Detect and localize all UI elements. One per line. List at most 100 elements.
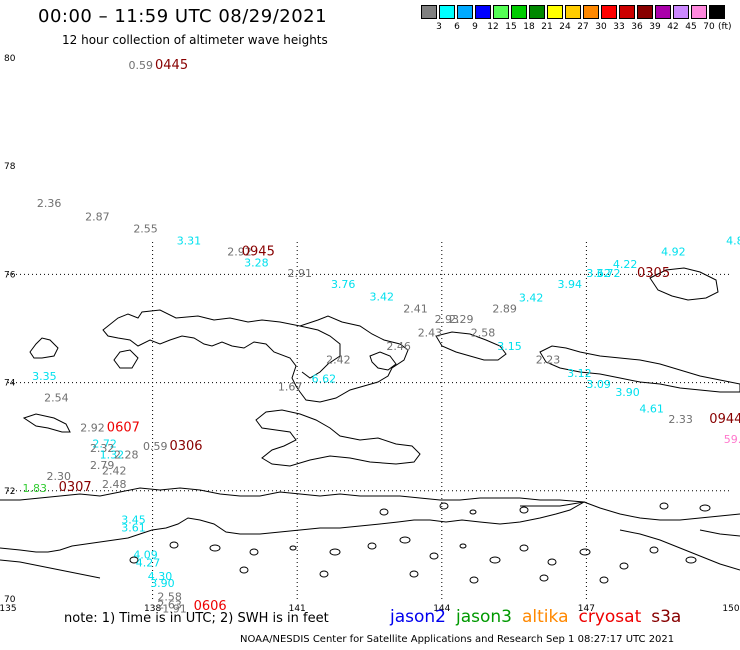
mission-label: cryosat (578, 607, 642, 627)
wave-height-value: 3.45 (121, 513, 145, 526)
legend-label: 30 (595, 22, 607, 32)
lat-tick-label: 80 (4, 54, 16, 64)
legend-swatch (601, 5, 617, 19)
legend-swatch (493, 5, 509, 19)
wave-height-value: 4.92 (661, 245, 686, 258)
axis-ticks: 135 138 141 144 147 150 80 78 76 74 72 70 (0, 54, 740, 614)
wave-height-value: 2.30 (47, 470, 71, 483)
wave-height-value: 2.48 (102, 478, 127, 491)
legend-label: 42 (667, 22, 679, 32)
wave-height-value: 3.72 (596, 267, 621, 280)
wave-height-value: 6.62 (312, 373, 337, 386)
wave-height-value: 2.46 (386, 340, 411, 353)
wave-height-value: 2.23 (536, 354, 561, 367)
pass-time-label: 0307 (59, 480, 92, 495)
wave-height-value: 0.59 (129, 59, 154, 72)
wave-height-value: 59.7 (724, 433, 740, 446)
legend-label: 33 (613, 22, 625, 32)
wave-height-value: 2.28 (114, 448, 139, 461)
legend-swatch (547, 5, 563, 19)
wave-height-value: 2.54 (44, 392, 69, 405)
lat-tick-label: 78 (4, 162, 16, 172)
wave-height-value: 2.93 (435, 313, 460, 326)
legend-swatch (655, 5, 671, 19)
lon-tick-label: 147 (578, 604, 595, 614)
wave-height-value: 3.94 (557, 278, 582, 291)
wave-height-value: 2.92 (227, 245, 252, 258)
wave-height-value: 2.36 (37, 197, 62, 210)
legend-swatch (421, 5, 437, 19)
wave-height-value: 3.15 (497, 340, 521, 353)
wave-height-value: 3.76 (331, 278, 356, 291)
wave-height-value: 2.91 (288, 267, 313, 280)
lat-tick-label: 70 (4, 595, 16, 605)
lon-tick-label: 138 (144, 604, 161, 614)
wave-height-value: 2.72 (92, 438, 117, 451)
pass-time-label: 0607 (107, 420, 140, 435)
legend-swatch (673, 5, 689, 19)
mission-legend: jason2 jason3 altika cryosat s3a (390, 607, 691, 627)
footer-credit: NOAA/NESDIS Center for Satellite Applica… (240, 634, 675, 645)
legend-swatch (619, 5, 635, 19)
legend-label: 21 (541, 22, 553, 32)
wave-height-value: 3.31 (177, 235, 202, 248)
wave-height-value: 1.32 (100, 448, 125, 461)
legend-label: 9 (472, 22, 478, 32)
lat-tick-label: 74 (4, 379, 16, 389)
wave-height-value: 2.89 (492, 302, 517, 315)
legend-swatch (565, 5, 581, 19)
wave-height-value: 3.28 (244, 256, 269, 269)
lon-tick-label: 144 (433, 604, 450, 614)
legend-swatch (475, 5, 491, 19)
lon-tick-label: 150 (722, 604, 739, 614)
lat-tick-label: 76 (4, 270, 16, 280)
wave-height-value: 2.58 (157, 591, 182, 604)
legend-label: 3 (436, 22, 442, 32)
pass-time-label: 0305 (637, 266, 670, 281)
legend-unit: (ft) (718, 22, 732, 32)
legend-label: 39 (649, 22, 661, 32)
legend-label: 15 (505, 22, 517, 32)
pass-time-label: 0306 (169, 439, 202, 454)
legend-swatch (511, 5, 527, 19)
wave-height-value: 4.61 (639, 402, 664, 415)
lat-tick-label: 72 (4, 487, 15, 497)
mission-label: jason3 (456, 607, 512, 627)
wave-height-value: 1.67 (278, 381, 303, 394)
pass-time-labels: 0445 0945 0305 0944 0607 0306 0307 0606 (59, 58, 740, 614)
pass-time-label: 0945 (242, 244, 275, 259)
legend-swatch (529, 5, 545, 19)
legend-label: 6 (454, 22, 460, 32)
legend-label: 18 (523, 22, 535, 32)
wave-height-value: 4.30 (148, 570, 173, 583)
wave-height-value: 2.33 (668, 413, 693, 426)
wave-height-value: 2.58 (471, 327, 496, 340)
wave-height-value: 3.42 (370, 290, 395, 303)
wave-height-value: 2.55 (133, 223, 158, 236)
wave-height-values: 0.592.362.872.553.312.923.282.913.763.42… (22, 59, 740, 616)
legend-label: 45 (685, 22, 697, 32)
legend-swatch (691, 5, 707, 19)
wave-height-value: 2.29 (449, 313, 474, 326)
wave-height-value: 2.79 (90, 459, 115, 472)
legend-swatch (457, 5, 473, 19)
legend-label: 70 (703, 22, 715, 32)
wave-height-value: 2.42 (102, 465, 127, 478)
pass-time-label: 0944 (709, 412, 740, 427)
wave-height-value: 2.63 (157, 599, 182, 612)
wave-height-value: 3.12 (567, 367, 592, 380)
wave-height-value: 4.09 (133, 548, 158, 561)
mission-label: altika (522, 607, 569, 627)
legend-label: 12 (487, 22, 499, 32)
wave-height-value: 3.90 (150, 577, 175, 590)
map-title: 00:00 – 11:59 UTC 08/29/2021 (38, 6, 328, 27)
wave-height-value: 2.41 (403, 302, 428, 315)
wave-height-value: 3.61 (121, 521, 145, 534)
map-subtitle: 12 hour collection of altimeter wave hei… (62, 33, 328, 47)
legend-label: 27 (577, 22, 589, 32)
legend-swatch (439, 5, 455, 19)
wave-height-value: 1.83 (22, 482, 47, 495)
wave-height-value: 1.91 (162, 603, 187, 616)
legend-swatch (583, 5, 599, 19)
